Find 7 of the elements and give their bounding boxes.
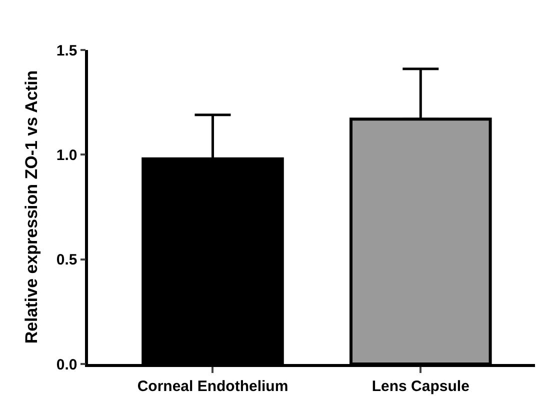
y-tick-label: 1.0	[56, 146, 78, 164]
y-axis-title: Relative expression ZO-1 vs Actin	[22, 70, 41, 344]
y-tick-label: 1.5	[56, 42, 78, 60]
y-tick-label: 0.0	[56, 356, 78, 374]
x-tick-label: Lens Capsule	[372, 378, 470, 395]
y-tick-label: 0.5	[56, 252, 78, 269]
x-tick-label: Corneal Endothelium	[137, 378, 288, 395]
